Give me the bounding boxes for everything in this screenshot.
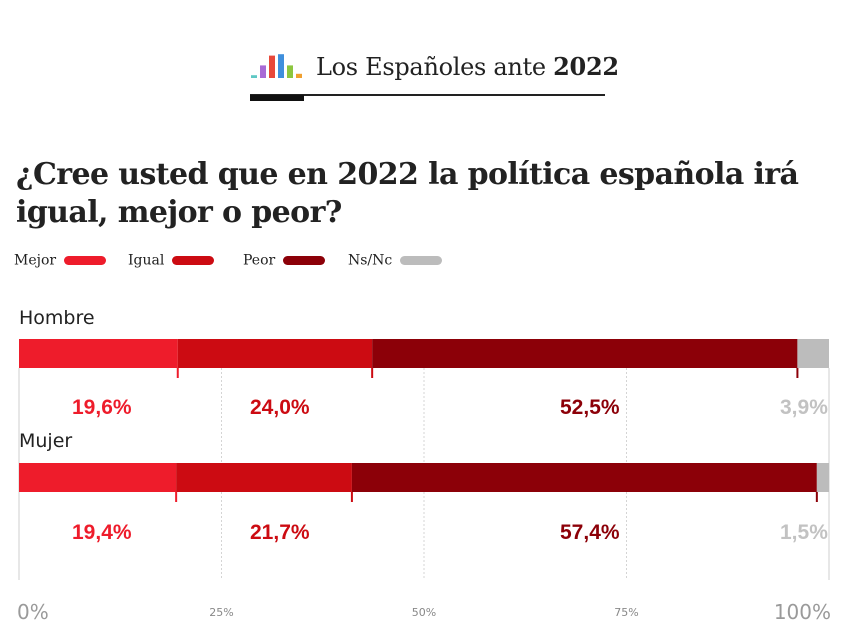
- legend-label: Igual: [128, 252, 165, 269]
- chart-title: ¿Cree usted que en 2022 la política espa…: [16, 157, 799, 230]
- legend-swatch: [400, 256, 443, 265]
- x-tick-label: 75%: [614, 606, 638, 619]
- x-tick-label: 0%: [17, 600, 49, 624]
- chart-header: Los Españoles ante 2022: [250, 48, 619, 103]
- header-rule-accent: [250, 95, 304, 101]
- legend-label: Peor: [243, 252, 276, 269]
- legend-swatch: [172, 256, 215, 265]
- logo-bar: [278, 54, 284, 78]
- data-label: 3,9%: [780, 396, 828, 419]
- data-label: 1,5%: [780, 521, 828, 544]
- bar-segment-nsnc: [797, 339, 829, 368]
- x-tick-label: 25%: [209, 606, 233, 619]
- bar-segment-peor: [351, 463, 817, 492]
- legend-swatch: [283, 256, 326, 265]
- data-label: 57,4%: [560, 521, 620, 544]
- data-label: 21,7%: [250, 521, 310, 544]
- data-label: 52,5%: [560, 396, 620, 419]
- bar-segment-nsnc: [816, 463, 829, 492]
- legend-swatch: [64, 256, 107, 265]
- bar-segment-peor: [372, 339, 798, 368]
- logo-bar: [260, 65, 266, 78]
- logo-bar: [269, 55, 275, 78]
- bar-chart-logo-icon: [251, 54, 302, 78]
- header-rule: [250, 94, 605, 96]
- category-label: Mujer: [19, 430, 72, 452]
- legend-label: Mejor: [14, 252, 57, 269]
- logo-bar: [287, 65, 293, 78]
- bar-segment-mejor: [19, 339, 178, 368]
- data-label: 19,4%: [72, 521, 132, 544]
- bar-segment-mejor: [19, 463, 177, 492]
- legend-item-igual: Igual: [128, 250, 215, 269]
- data-label: 19,6%: [72, 396, 132, 419]
- bar-segment-igual: [177, 339, 373, 368]
- logo-bar: [296, 73, 302, 78]
- data-label: 24,0%: [250, 396, 310, 419]
- header-title-text: Los Españoles ante: [316, 53, 546, 81]
- header-title: Los Españoles ante 2022: [316, 52, 619, 81]
- x-tick-label: 50%: [412, 606, 436, 619]
- legend-item-mejor: Mejor: [14, 250, 107, 269]
- logo-bar: [251, 75, 257, 78]
- legend-label: Ns/Nc: [348, 252, 393, 269]
- bar-segment-igual: [176, 463, 352, 492]
- category-label: Hombre: [19, 307, 95, 329]
- header-year: 2022: [553, 52, 619, 81]
- legend-item-peor: Peor: [243, 250, 326, 269]
- legend-item-nsnc: Ns/Nc: [348, 250, 443, 269]
- x-tick-label: 100%: [774, 600, 831, 624]
